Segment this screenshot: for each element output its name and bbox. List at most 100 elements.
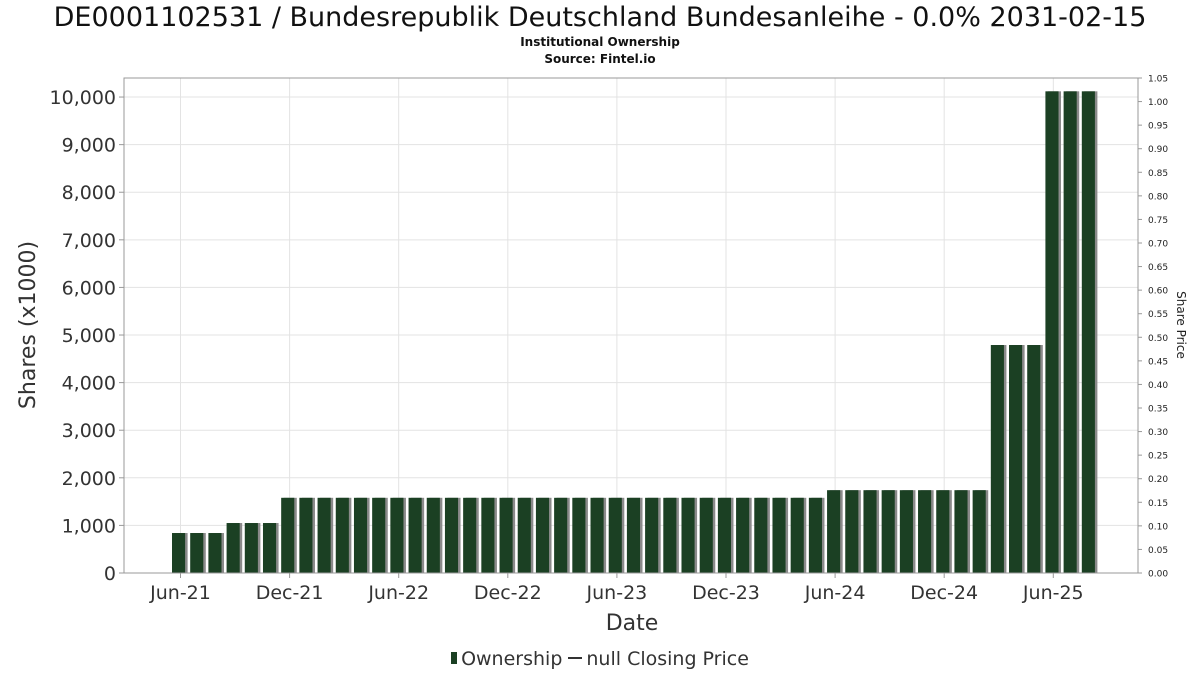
- y-tick-label: 1,000: [62, 515, 116, 537]
- y2-tick-label: 0.10: [1148, 522, 1168, 532]
- chart-title: DE0001102531 / Bundesrepublik Deutschlan…: [53, 2, 1147, 33]
- y2-tick-label: 0.40: [1148, 381, 1168, 391]
- y-tick-label: 6,000: [62, 277, 116, 299]
- y-tick-label: 0: [104, 563, 116, 585]
- ownership-bar: [299, 497, 313, 573]
- y-axis-label: Shares (x1000): [16, 241, 41, 409]
- ownership-bar: [1081, 91, 1095, 574]
- ownership-legend-swatch: [451, 652, 458, 664]
- ownership-bar: [954, 490, 968, 573]
- ownership-bar: [936, 490, 950, 573]
- plot-frame: [123, 77, 1139, 574]
- ownership-bar: [317, 497, 331, 573]
- y2-tick-label: 0.00: [1148, 570, 1168, 580]
- y2-tick-label: 0.35: [1148, 405, 1168, 415]
- y2-axis-ticks: 0.00 0.05 0.10 0.15 0.20 0.25 0.30 0.35 0.40 0.45…: [1138, 75, 1168, 580]
- ownership-bar: [990, 345, 1004, 573]
- ownership-bar: [808, 497, 822, 573]
- ownership-bar: [208, 533, 222, 573]
- y2-tick-label: 0.25: [1148, 452, 1168, 462]
- y2-tick-label: 0.15: [1148, 499, 1168, 509]
- y2-tick-label: 0.85: [1148, 169, 1168, 179]
- ownership-bar: [754, 497, 768, 573]
- ownership-bar: [899, 490, 913, 573]
- y2-tick-label: 0.90: [1148, 145, 1168, 155]
- ownership-bar: [262, 523, 277, 573]
- ownership-bar: [226, 523, 240, 573]
- ownership-bar: [972, 490, 986, 573]
- y2-tick-label: 0.45: [1148, 357, 1168, 367]
- ownership-bar: [408, 497, 422, 573]
- ownership-bar: [608, 497, 622, 573]
- price-legend-label: null Closing Price: [586, 648, 749, 670]
- ownership-bar: [335, 497, 349, 573]
- y-axis-ticks: 0 1,000 2,000 3,000 4,000 5,000 6,000 7,000 8,00…: [50, 87, 124, 585]
- y-tick-label: 9,000: [62, 135, 116, 157]
- y2-tick-label: 0.80: [1148, 192, 1168, 202]
- ownership-bar: [827, 490, 841, 573]
- y-tick-label: 7,000: [62, 230, 116, 252]
- ownership-bar: [517, 497, 531, 573]
- ownership-bar: [572, 497, 586, 573]
- ownership-bar: [444, 497, 459, 573]
- price-legend-line: [568, 657, 583, 659]
- x-tick-label: Dec-21: [256, 582, 324, 604]
- x-tick-label: Dec-22: [474, 582, 542, 604]
- x-tick-label: Dec-24: [910, 582, 978, 604]
- ownership-bar: [426, 497, 440, 573]
- ownership-bar: [372, 497, 386, 573]
- x-tick-label: Jun-25: [1022, 582, 1084, 604]
- ownership-bar: [590, 497, 604, 573]
- y2-tick-label: 1.00: [1148, 98, 1168, 108]
- ownership-bar: [845, 490, 859, 573]
- x-axis-label: Date: [606, 611, 659, 636]
- ownership-bar: [535, 497, 550, 573]
- y2-tick-label: 0.65: [1148, 263, 1168, 273]
- ownership-bar: [1027, 345, 1041, 573]
- y2-tick-label: 0.60: [1148, 287, 1168, 297]
- ownership-legend-label: Ownership: [461, 648, 563, 670]
- ownership-bar: [1045, 91, 1059, 574]
- ownership-bar: [353, 497, 368, 573]
- y2-tick-label: 0.05: [1148, 546, 1168, 556]
- y2-tick-label: 0.95: [1148, 122, 1168, 132]
- y2-axis-label: Share Price: [1174, 291, 1188, 359]
- ownership-bar: [645, 497, 659, 573]
- ownership-bar: [281, 497, 295, 573]
- ownership-bar: [190, 533, 204, 573]
- ownership-bar: [172, 533, 186, 573]
- ownership-bar: [717, 497, 731, 573]
- ownership-bar: [499, 497, 513, 573]
- ownership-bar: [699, 497, 713, 573]
- chart-legend: Ownership null Closing Price: [0, 648, 1200, 670]
- ownership-bar: [554, 497, 568, 573]
- x-tick-label: Jun-23: [586, 582, 648, 604]
- y-tick-label: 10,000: [50, 87, 116, 109]
- y2-tick-label: 0.55: [1148, 310, 1168, 320]
- ownership-bar: [390, 497, 404, 573]
- ownership-bar: [1063, 91, 1077, 574]
- y-tick-label: 3,000: [62, 420, 116, 442]
- ownership-bar: [626, 497, 641, 573]
- chart-source: Source: Fintel.io: [544, 52, 656, 66]
- y2-tick-label: 0.75: [1148, 216, 1168, 226]
- x-axis-ticks: Jun-21 Dec-21 Jun-22 Dec-22 Jun-23 Dec-23 Jun-…: [149, 573, 1084, 604]
- chart-subtitle: Institutional Ownership: [520, 35, 680, 49]
- y2-tick-label: 0.50: [1148, 334, 1168, 344]
- y-tick-label: 2,000: [62, 468, 116, 490]
- ownership-bar: [244, 523, 258, 573]
- ownership-bar: [772, 497, 786, 573]
- ownership-bar: [1009, 345, 1023, 573]
- ownership-bar: [663, 497, 677, 573]
- ownership-bar: [918, 490, 932, 573]
- y2-tick-label: 1.05: [1148, 75, 1168, 85]
- y-tick-label: 8,000: [62, 182, 116, 204]
- y-tick-label: 5,000: [62, 325, 116, 347]
- ownership-bar: [736, 497, 750, 573]
- ownership-bar: [863, 490, 877, 573]
- x-tick-label: Dec-23: [692, 582, 760, 604]
- ownership-bar: [790, 497, 804, 573]
- y2-tick-label: 0.70: [1148, 240, 1168, 250]
- ownership-bar: [481, 497, 495, 573]
